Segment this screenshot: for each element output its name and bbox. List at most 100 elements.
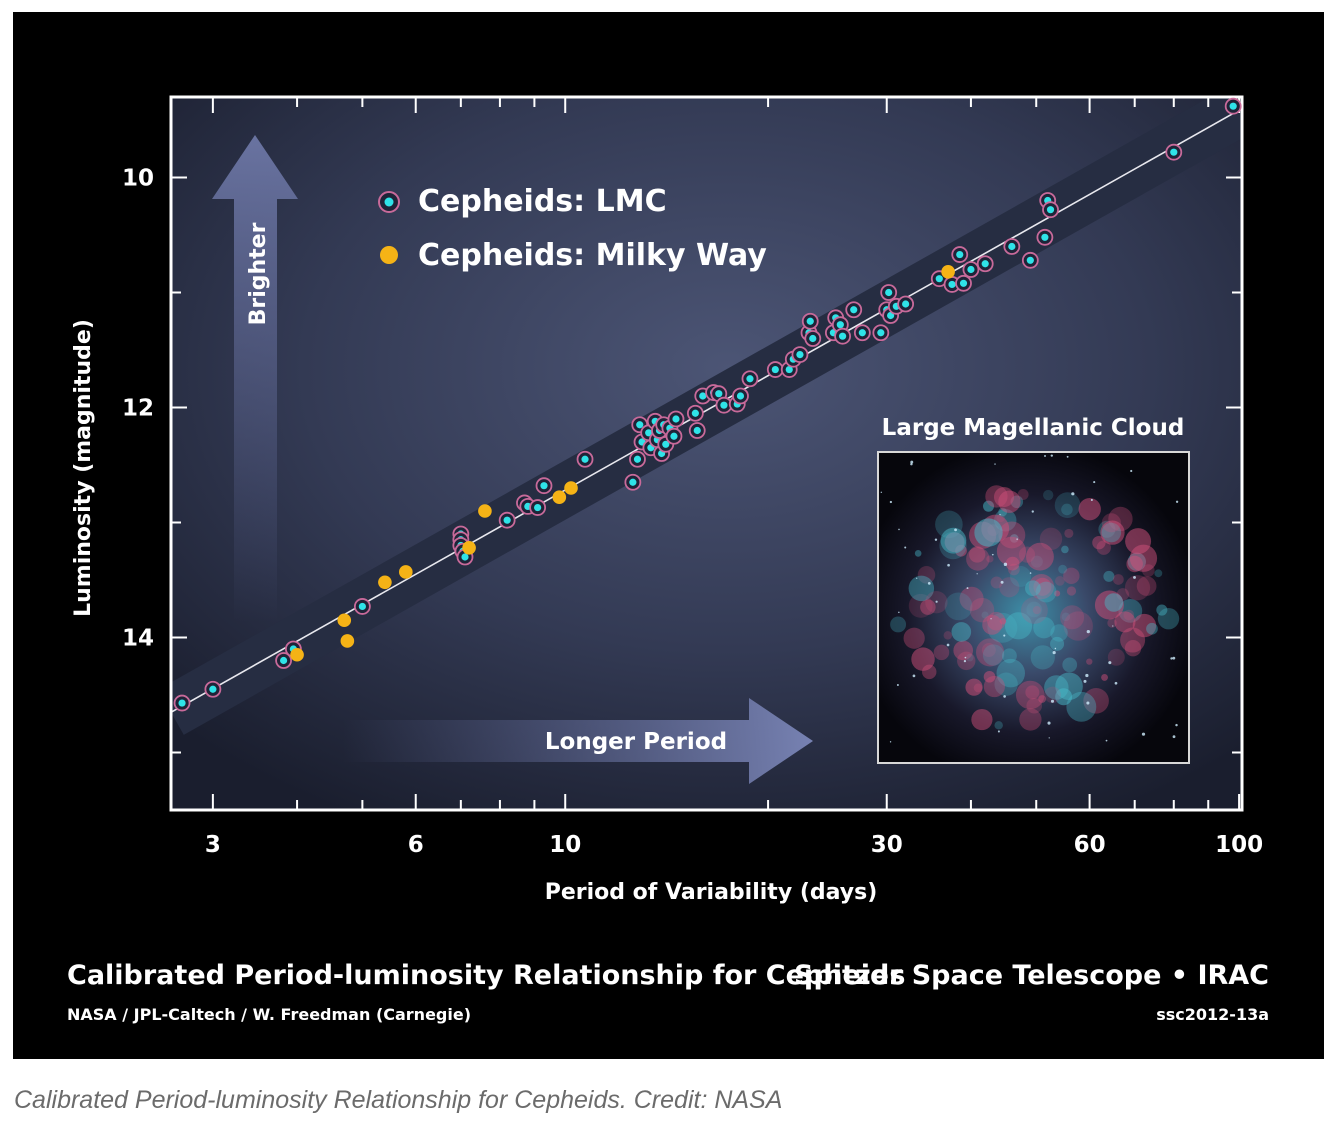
lmc-point: [880, 284, 898, 301]
brighter-arrow: Brighter: [212, 135, 298, 622]
nebula-blob: [968, 546, 986, 563]
nebula-blob: [986, 555, 994, 563]
lmc-point-core: [645, 429, 653, 437]
nebula-blob: [982, 500, 995, 512]
nebula-blob: [1114, 611, 1136, 633]
figure-credit: NASA / JPL-Caltech / W. Freedman (Carneg…: [67, 1005, 471, 1024]
lmc-point: [955, 274, 972, 292]
nebula-blob: [1010, 495, 1024, 509]
nebula-blob: [1156, 604, 1168, 616]
nebula-blob: [1157, 607, 1180, 630]
lmc-point-core: [581, 455, 589, 463]
lmc-point-core: [850, 306, 858, 314]
nebula-blob: [1103, 570, 1115, 582]
nebula-star: [880, 491, 883, 493]
fit-band-layer: [171, 97, 1242, 735]
lmc-point-core: [959, 279, 968, 287]
lmc-point-core: [1229, 102, 1237, 110]
nebula-blob: [1064, 528, 1074, 538]
nebula-star: [1054, 647, 1057, 650]
nebula-blob: [1025, 685, 1040, 700]
nebula-blob: [996, 513, 1005, 523]
nebula-star: [1071, 492, 1075, 496]
lmc-point: [204, 680, 222, 698]
nebula-star: [1086, 701, 1090, 705]
x-tick-label: 60: [1074, 832, 1106, 858]
figure-title: Calibrated Period-luminosity Relationshi…: [67, 960, 905, 991]
nebula-star: [1044, 454, 1046, 457]
nebula-blob: [1054, 492, 1081, 518]
lmc-point-core: [672, 415, 680, 423]
nebula-blob: [1101, 673, 1108, 681]
nebula-blob: [1141, 564, 1155, 577]
lmc-point-core: [503, 516, 511, 524]
nebula-blob: [920, 599, 936, 615]
lmc-point: [804, 330, 822, 347]
milky-way-point: [378, 575, 392, 590]
nebula-blob: [1009, 565, 1032, 587]
nebula-blob: [953, 640, 974, 661]
legend: Cepheids: LMC Cepheids: Milky Way: [378, 184, 767, 273]
lmc-point: [1003, 238, 1021, 255]
milky-way-point: [337, 613, 352, 628]
lmc-point: [576, 450, 594, 468]
lmc-point-core: [209, 685, 217, 693]
lmc-point: [732, 387, 749, 405]
nebula-blob: [982, 614, 1003, 635]
x-tick-label: 30: [871, 832, 903, 858]
nebula-blob: [914, 550, 922, 557]
nebula-blob: [1033, 577, 1052, 596]
nebula-blob: [1101, 522, 1122, 543]
nebula-blob: [996, 536, 1027, 566]
nebula-blob: [933, 644, 950, 661]
legend-lmc-marker: [378, 191, 400, 213]
nebula-star: [990, 618, 992, 620]
lmc-point: [853, 324, 871, 342]
nebula-star: [1133, 575, 1136, 579]
nebula-star: [896, 684, 899, 687]
milky-way-point: [290, 647, 304, 662]
nebula-blob: [1035, 581, 1057, 603]
nebula-blob: [971, 709, 993, 731]
nebula-star: [1175, 500, 1179, 503]
nebula-blob: [1033, 616, 1055, 639]
nebula-blob: [1030, 555, 1043, 568]
lmc-point-core: [877, 329, 885, 337]
nebula-blob: [987, 611, 1006, 631]
nebula-blob: [1018, 546, 1036, 563]
nebula-blob: [940, 527, 967, 554]
nebula-blob: [1005, 556, 1020, 571]
lmc-point: [173, 694, 191, 712]
nebula-star: [1003, 562, 1008, 567]
lmc-point: [529, 499, 547, 516]
legend-mw-marker: [380, 246, 398, 264]
lmc-point-core: [796, 351, 804, 359]
nebula-blob: [1039, 527, 1063, 551]
lmc-point-core: [806, 317, 814, 325]
lmc-point: [629, 450, 646, 468]
lmc-point-core: [461, 553, 469, 561]
lmc-point: [766, 361, 784, 378]
lmc-point: [353, 598, 371, 615]
nebula-blob: [1063, 611, 1093, 641]
nebula-blob: [969, 597, 995, 623]
nebula-blob: [1032, 605, 1041, 615]
nebula-blob: [890, 616, 907, 633]
lmc-point-core: [948, 280, 956, 289]
nebula-star: [947, 563, 950, 567]
nebula-blob: [1096, 540, 1111, 555]
nebula-blob: [1100, 520, 1125, 545]
nebula-blob: [981, 643, 996, 658]
nebula-star: [994, 463, 996, 465]
nebula-blob: [965, 678, 983, 696]
nebula-blob: [1061, 503, 1073, 516]
nebula-blob: [1124, 640, 1142, 657]
nebula-star: [1175, 723, 1178, 727]
lmc-point-core: [540, 482, 548, 490]
nebula-blob: [922, 664, 937, 680]
nebula-blob: [1123, 609, 1135, 621]
nebula-blob: [1126, 555, 1143, 573]
lmc-point: [715, 396, 733, 414]
lmc-point: [897, 295, 915, 313]
points-layer: [173, 97, 1242, 712]
